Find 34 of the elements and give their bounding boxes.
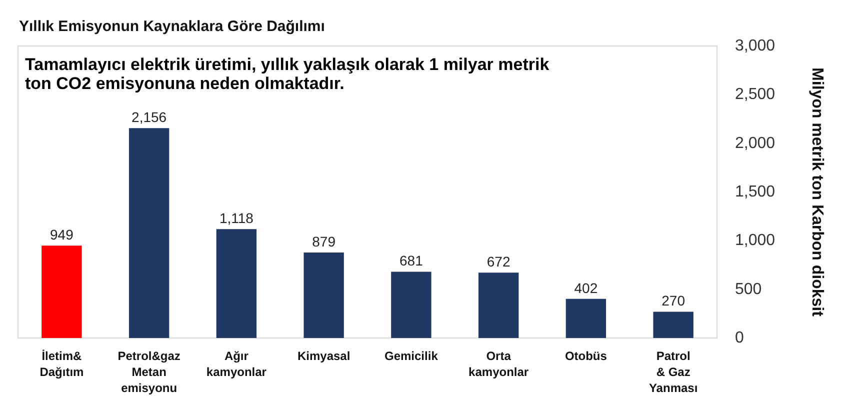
data-label: 402 (574, 280, 598, 296)
y-tick-label: 2,000 (735, 134, 776, 152)
data-label: 879 (312, 233, 336, 250)
bar (391, 272, 432, 338)
bar (653, 312, 694, 338)
x-tick-label: Petrol&gaz Metan emisyonu (118, 349, 180, 395)
data-label: 681 (400, 252, 424, 269)
x-tick-label: Orta kamyonlar (468, 349, 529, 379)
x-tick-label: İletim& Dağıtım (40, 349, 84, 379)
data-label: 672 (486, 254, 510, 270)
bar (304, 252, 344, 338)
data-label: 949 (50, 226, 74, 243)
y-tick-label: 2,500 (735, 86, 776, 104)
data-label: 2,156 (132, 109, 167, 126)
chart-title: Yıllık Emisyonun Kaynaklara Göre Dağılımı (19, 18, 325, 35)
text: Tamamlayıcı elektrik üretimi, yıllık yaklaşık olarak 1 milyar metrik ton CO2 emisyonuna neden olmaktadır. (25, 55, 550, 93)
data-label: 1,118 (219, 210, 254, 226)
bar (42, 246, 82, 338)
bar (478, 272, 519, 338)
x-tick-label: Ağır kamyonlar (206, 349, 267, 379)
bar (566, 298, 606, 338)
y-tick-label: 1,000 (735, 232, 776, 250)
y-tick-label: 500 (735, 280, 762, 298)
data-label: 270 (662, 292, 686, 309)
x-tick-label: Gemicilik (384, 349, 438, 363)
bar (216, 229, 257, 338)
x-tick-label: Kimyasal (297, 349, 350, 363)
x-tick-label: Patrol & Gaz Yanması (648, 349, 698, 395)
y-tick-label: 0 (735, 330, 744, 346)
y-tick-label: 1,500 (735, 184, 776, 200)
y-axis-title: Milyon metrik ton Karbon dioksit (808, 68, 826, 318)
x-tick-label: Otobüs (564, 349, 608, 363)
bar (128, 128, 170, 338)
y-tick-label: 3,000 (735, 38, 776, 54)
